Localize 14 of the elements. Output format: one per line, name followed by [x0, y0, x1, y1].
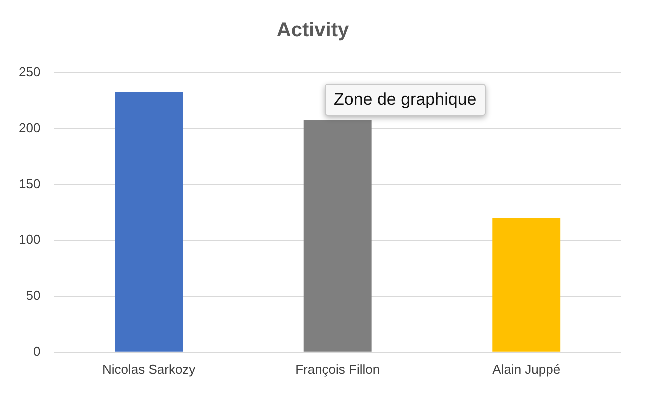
y-tick-label: 200 [18, 120, 41, 136]
y-tick-label: 50 [26, 288, 41, 304]
y-tick-label: 250 [18, 64, 41, 80]
bar [115, 92, 184, 352]
y-tick-label: 0 [33, 344, 41, 359]
x-tick-label: Nicolas Sarkozy [102, 362, 196, 377]
x-tick-label: Alain Juppé [492, 362, 561, 377]
bar [492, 218, 561, 352]
y-tick-label: 100 [18, 232, 41, 248]
y-tick-label: 150 [18, 176, 41, 192]
chart-title: Activity [276, 20, 350, 42]
annotation: Zone de graphique [325, 84, 486, 116]
bar [304, 120, 372, 352]
x-tick-label: François Fillon [296, 362, 380, 377]
